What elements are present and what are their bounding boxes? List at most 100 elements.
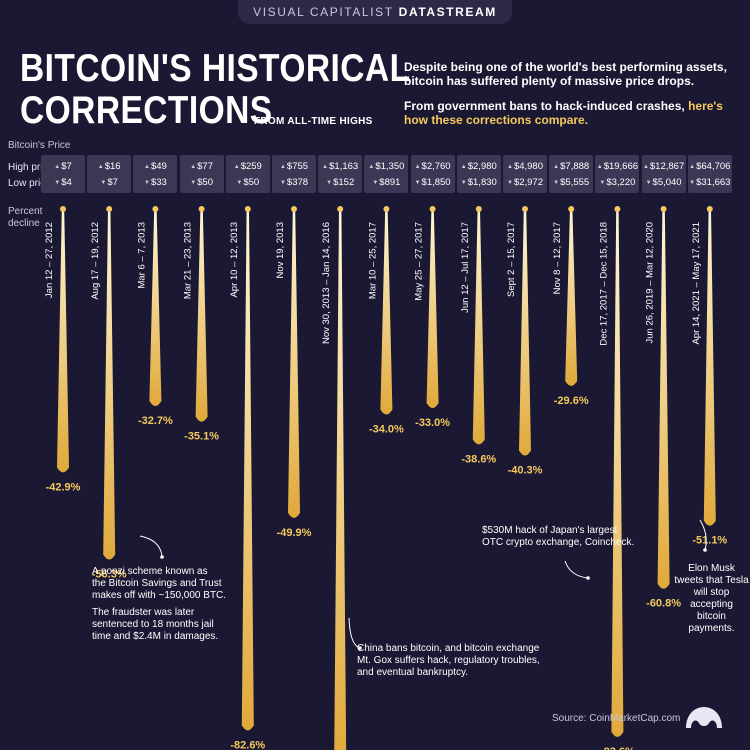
low-price-value: ▼$1,830 [457, 177, 501, 188]
peak-dot [244, 206, 251, 212]
up-arrow-icon: ▲ [279, 164, 286, 170]
annotation-line: the Bitcoin Savings and Trust [92, 578, 222, 589]
annotation-line: $530M hack of Japan's largest [482, 525, 618, 536]
up-arrow-icon: ▲ [460, 164, 467, 170]
decline-value-label: -34.0% [369, 424, 404, 436]
up-arrow-icon: ▲ [143, 164, 150, 170]
up-arrow-icon: ▲ [689, 164, 696, 170]
low-price-text: $2,972 [513, 177, 543, 188]
high-price-value: ▲$7,888 [549, 161, 593, 172]
period-label: Apr 14, 2021 – May 17, 2021 [691, 222, 702, 345]
source-note: Source: CoinMarketCap.com [552, 713, 681, 724]
high-price-text: $4,980 [513, 161, 543, 172]
intro-highlight: here's how these corrections compare. [404, 99, 723, 127]
high-price-value: ▲$1,350 [364, 161, 408, 172]
intro-text: Despite being one of the world's best pe… [404, 60, 734, 138]
down-arrow-icon: ▼ [414, 180, 421, 186]
high-price-text: $1,163 [329, 161, 359, 172]
annotation-line: and eventual bankruptcy. [357, 667, 469, 678]
high-price-text: $259 [240, 161, 262, 172]
high-price-text: $755 [286, 161, 309, 172]
peak-dot [337, 206, 344, 212]
high-price-value: ▲$259 [226, 161, 270, 172]
decline-value-label: -49.9% [277, 527, 312, 539]
annotation-line: Mt. Gox suffers hack, regulatory trouble… [357, 655, 540, 666]
decline-spike [426, 209, 439, 408]
high-price-text: $77 [197, 161, 213, 172]
price-box: ▲$2,760 ▼$1,850 [410, 155, 455, 193]
period-label: Nov 19, 2013 [275, 222, 286, 279]
high-price-text: $19,666 [603, 161, 639, 172]
decline-spike [288, 209, 300, 518]
high-price-label: High price [8, 162, 54, 173]
annotation-note: $530M hack of Japan's largest OTC crypto … [482, 525, 634, 554]
low-price-value: ▼$4 [41, 177, 85, 188]
annotation-line: bitcoin payments. [688, 611, 735, 634]
low-price-value: ▼$5,555 [549, 177, 593, 188]
down-arrow-icon: ▼ [553, 180, 560, 186]
high-price-value: ▲$16 [87, 161, 131, 172]
decline-spike [472, 209, 485, 445]
peak-dot [198, 206, 205, 212]
peak-dot [706, 206, 713, 212]
annotation-dot [160, 555, 164, 559]
banner-prefix: VISUAL CAPITALIST [253, 5, 394, 19]
price-box: ▲$259 ▼$50 [225, 155, 270, 193]
decline-spike [611, 209, 624, 737]
low-price-value: ▼$891 [364, 177, 408, 188]
period-label: May 25 – 27, 2017 [414, 222, 425, 301]
decline-value-label: -32.7% [138, 415, 173, 427]
annotation-paragraph: China bans bitcoin, and bitcoin exchange… [357, 643, 540, 679]
title-line-2: CORRECTIONS [20, 89, 273, 132]
low-price-value: ▼$3,220 [595, 177, 639, 188]
up-arrow-icon: ▲ [596, 164, 603, 170]
low-price-text: $891 [379, 177, 401, 188]
period-label: Mar 21 – 23, 2013 [183, 222, 194, 299]
annotation-line: A ponzi scheme known as [92, 566, 208, 577]
annotation-line: sentenced to 18 months jail [92, 619, 214, 630]
decline-value-label: -56.3% [92, 568, 127, 580]
peak-dot [106, 206, 113, 212]
down-arrow-icon: ▼ [143, 180, 150, 186]
peak-dot [660, 206, 667, 212]
decline-spike [703, 209, 716, 526]
up-arrow-icon: ▲ [190, 164, 197, 170]
decline-spike [241, 209, 254, 731]
annotation-line: makes off with ~150,000 BTC. [92, 590, 227, 601]
low-price-text: $50 [243, 177, 260, 188]
high-price-text: $7,888 [560, 161, 590, 172]
price-box: ▲$16 ▼$7 [87, 155, 132, 193]
low-price-text: $5,555 [560, 177, 590, 188]
peak-dot [614, 206, 621, 212]
price-box: ▲$2,980 ▼$1,830 [456, 155, 501, 193]
up-arrow-icon: ▲ [368, 164, 375, 170]
peak-dot [152, 206, 159, 212]
low-price-text: $152 [333, 177, 355, 188]
peak-dot [475, 206, 482, 212]
price-box: ▲$49 ▼$33 [133, 155, 178, 193]
high-price-value: ▲$2,760 [411, 161, 455, 172]
up-arrow-icon: ▲ [553, 164, 560, 170]
decline-spike [519, 209, 531, 456]
down-arrow-icon: ▼ [279, 180, 286, 186]
up-arrow-icon: ▲ [322, 164, 329, 170]
low-price-text: $7 [107, 177, 118, 188]
peak-dot [60, 206, 66, 212]
decline-value-label: -82.6% [230, 739, 265, 750]
decline-spike [195, 209, 208, 422]
low-price-text: $31,663 [696, 177, 731, 188]
annotation-note: A ponzi scheme known as the Bitcoin Savin… [92, 566, 226, 648]
period-label: Nov 30, 2013 – Jan 14, 2016 [321, 222, 332, 344]
decline-spike [380, 209, 393, 415]
price-box: ▲$1,350 ▼$891 [364, 155, 409, 193]
peak-dot [291, 206, 297, 212]
high-price-value: ▲$755 [272, 161, 316, 172]
annotation-dot [586, 576, 590, 580]
down-arrow-icon: ▼ [506, 180, 513, 186]
high-price-text: $12,867 [649, 161, 685, 172]
annotation-connector [564, 560, 589, 579]
high-price-text: $2,760 [421, 161, 451, 172]
high-price-value: ▲$49 [133, 161, 177, 172]
low-price-value: ▼$378 [272, 177, 316, 188]
annotation-line: tweets that Tesla [674, 575, 749, 586]
